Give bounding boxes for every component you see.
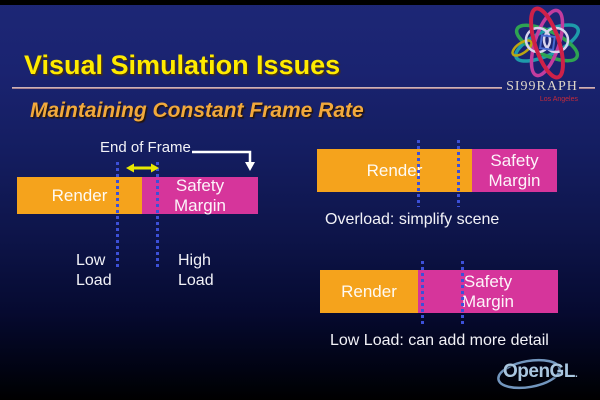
top-border xyxy=(0,0,600,5)
render-segment: Render xyxy=(320,270,418,313)
low-load-marker-line xyxy=(116,162,119,268)
render-label: Render xyxy=(366,160,423,180)
safety-margin-segment: Safety Margin xyxy=(472,149,557,192)
opengl-logo-mark: . xyxy=(574,369,578,380)
end-of-frame-label: End of Frame xyxy=(100,139,191,156)
safety-margin-label: Safety Margin xyxy=(488,151,541,190)
high-load-marker-line xyxy=(461,261,464,327)
frame-bar-overload: Render Safety Margin xyxy=(317,149,557,192)
opengl-swoosh-icon xyxy=(497,358,561,390)
low-load-label: Low Load xyxy=(76,252,112,289)
low-load-marker-line xyxy=(421,261,424,327)
opengl-logo: OpenGL. xyxy=(493,356,599,394)
title-underline xyxy=(12,87,502,89)
title-underline-right-dash xyxy=(579,87,595,89)
siggraph-logo-subtext: Los Angeles xyxy=(539,96,578,103)
safety-margin-segment: Safety Margin xyxy=(418,270,558,313)
render-segment: Render xyxy=(317,149,472,192)
page-title: Visual Simulation Issues xyxy=(24,50,341,80)
siggraph-logo-icon xyxy=(511,6,580,80)
slide-subtitle: Maintaining Constant Frame Rate xyxy=(30,99,364,122)
high-load-marker-line xyxy=(156,162,159,268)
render-label: Render xyxy=(51,185,108,205)
opengl-logo-text: OpenGL. xyxy=(503,361,578,383)
lowload-caption: Low Load: can add more detail xyxy=(330,332,549,349)
end-of-frame-arrow-icon xyxy=(192,150,255,171)
frame-bar-main: Render Safety Margin xyxy=(17,176,258,215)
frame-bar-lowload: Render Safety Margin xyxy=(320,270,558,313)
safety-margin-label: Safety Margin xyxy=(174,176,226,215)
high-load-marker-line xyxy=(457,140,460,207)
range-double-arrow-icon xyxy=(126,163,159,173)
render-label: Render xyxy=(341,281,397,301)
safety-margin-segment: Safety Margin xyxy=(142,176,258,215)
safety-margin-label: Safety Margin xyxy=(462,272,514,311)
overload-caption: Overload: simplify scene xyxy=(325,211,500,228)
siggraph-logo-text: SI99RAPH xyxy=(506,79,578,94)
opengl-logo-label: OpenGL xyxy=(503,361,575,382)
low-load-marker-line xyxy=(417,140,420,207)
render-segment: Render xyxy=(17,177,142,214)
high-load-label: High Load xyxy=(178,252,214,289)
